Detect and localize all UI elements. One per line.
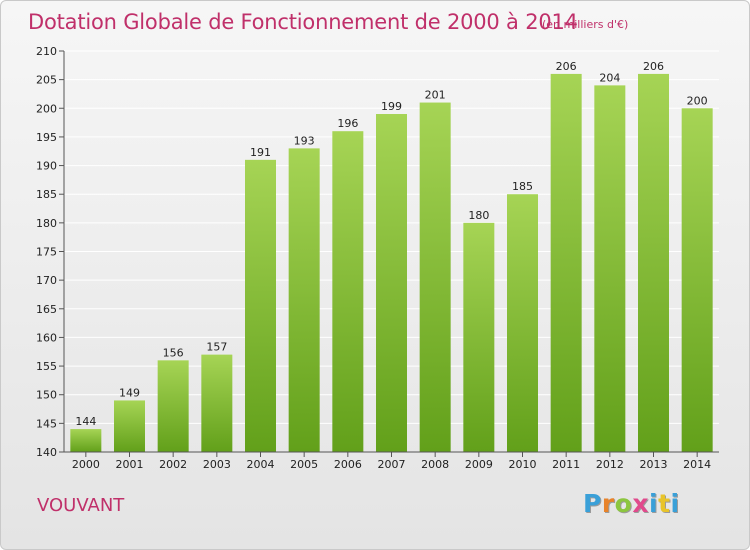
- bar-value-label: 196: [337, 117, 358, 130]
- bar-value-label: 206: [556, 60, 577, 73]
- bar-value-label: 201: [425, 89, 446, 102]
- bar-value-label: 156: [163, 346, 184, 359]
- bar: [201, 354, 233, 452]
- bar-value-label: 144: [75, 415, 96, 428]
- bar-value-label: 206: [643, 60, 664, 73]
- x-tick-label: 2006: [334, 458, 362, 471]
- x-tick-label: 2002: [159, 458, 187, 471]
- logo-letter: i: [670, 489, 680, 518]
- bar: [638, 73, 669, 453]
- bar: [70, 429, 102, 452]
- x-tick-label: 2009: [465, 458, 493, 471]
- x-tick-label: 2005: [290, 458, 318, 471]
- y-tick-label: 195: [36, 131, 57, 144]
- y-tick-label: 210: [36, 45, 57, 58]
- y-tick-label: 185: [36, 188, 57, 201]
- y-tick-label: 165: [36, 303, 57, 316]
- bar: [550, 73, 582, 453]
- y-tick-label: 140: [36, 446, 57, 459]
- logo-letter: r: [601, 489, 615, 518]
- bar: [681, 108, 713, 453]
- bar-value-label: 149: [119, 386, 140, 399]
- x-tick-label: 2010: [509, 458, 537, 471]
- bar: [463, 222, 495, 452]
- y-tick-label: 145: [36, 417, 57, 430]
- logo-letter: i: [649, 489, 659, 518]
- bar-value-label: 180: [468, 209, 489, 222]
- y-tick-label: 160: [36, 331, 57, 344]
- logo-letter: o: [614, 489, 633, 518]
- y-tick-label: 180: [36, 217, 57, 230]
- bar: [594, 85, 626, 452]
- x-tick-label: 2008: [421, 458, 449, 471]
- bar: [332, 131, 364, 452]
- x-tick-label: 2012: [596, 458, 624, 471]
- bar: [419, 102, 451, 453]
- logo-letter: t: [658, 489, 671, 518]
- chart-title: Dotation Globale de Fonctionnement de 20…: [28, 10, 578, 34]
- logo-letter: P: [583, 489, 602, 518]
- bar-value-label: 204: [599, 71, 620, 84]
- y-tick-label: 190: [36, 160, 57, 173]
- logo-letter: x: [632, 489, 649, 518]
- bar: [288, 148, 320, 452]
- axes: 1401451501551601651701751801851901952002…: [36, 45, 719, 471]
- proxiti-logo: Proxiti: [583, 489, 680, 518]
- bar-value-label: 185: [512, 180, 533, 193]
- x-tick-label: 2011: [552, 458, 580, 471]
- y-tick-label: 200: [36, 102, 57, 115]
- y-tick-label: 170: [36, 274, 57, 287]
- chart-unit: (en milliers d'€): [542, 18, 629, 31]
- bars: 144 149 156 157 191 193 196 199 201 180 185 206 204 2…: [70, 60, 713, 453]
- x-tick-label: 2013: [640, 458, 668, 471]
- bar: [114, 400, 145, 452]
- bar-value-label: 191: [250, 146, 271, 159]
- bar-value-label: 157: [206, 341, 227, 354]
- x-tick-label: 2003: [203, 458, 231, 471]
- y-tick-label: 205: [36, 74, 57, 87]
- bar: [507, 194, 538, 452]
- bar: [376, 114, 407, 452]
- x-tick-label: 2001: [116, 458, 144, 471]
- bar-value-label: 200: [687, 94, 708, 107]
- y-tick-label: 155: [36, 360, 57, 373]
- commune-name: VOUVANT: [37, 495, 125, 516]
- x-tick-label: 2000: [72, 458, 100, 471]
- x-tick-label: 2007: [378, 458, 406, 471]
- bar-value-label: 193: [294, 134, 315, 147]
- bar: [157, 360, 189, 452]
- bar: [245, 159, 276, 453]
- x-tick-label: 2014: [683, 458, 711, 471]
- bar-value-label: 199: [381, 100, 402, 113]
- y-tick-label: 175: [36, 246, 57, 259]
- y-tick-label: 150: [36, 389, 57, 402]
- x-tick-label: 2004: [247, 458, 275, 471]
